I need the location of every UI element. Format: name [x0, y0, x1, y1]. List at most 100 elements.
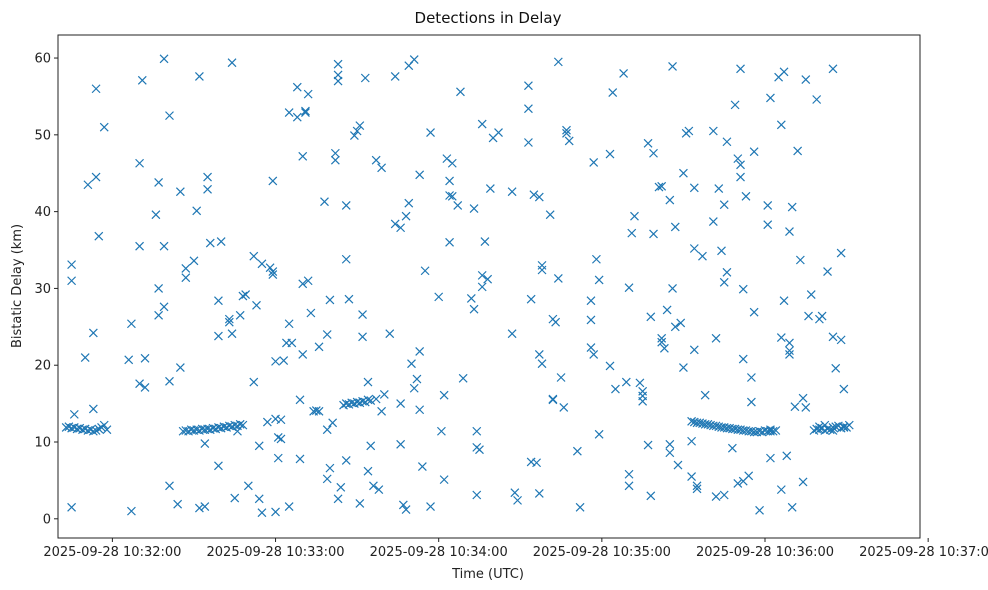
scatter-point [708, 217, 718, 227]
scatter-point [793, 146, 803, 156]
scatter-point [325, 463, 335, 473]
scatter-point [205, 238, 215, 248]
scatter-point [426, 128, 435, 137]
scatter-point [749, 147, 759, 157]
scatter-point [417, 462, 427, 472]
scatter-point [657, 181, 667, 191]
scatter-point [738, 284, 748, 294]
scatter-point [526, 294, 536, 304]
scatter-point [268, 267, 278, 276]
scatter-point [154, 178, 164, 187]
scatter-point [159, 302, 169, 312]
scatter-point [273, 432, 283, 442]
scatter-point [749, 307, 759, 317]
scatter-point [741, 191, 751, 201]
scatter-point [352, 126, 362, 136]
scatter-point [91, 172, 101, 182]
scatter-point [513, 495, 522, 505]
scatter-point [325, 295, 335, 305]
scatter-point [404, 198, 414, 208]
scatter-point [233, 426, 242, 436]
scatter-point [458, 373, 468, 383]
scatter-point [165, 376, 174, 386]
scatter-point [673, 460, 683, 470]
scatter-point [687, 436, 697, 446]
scatter-point [409, 55, 419, 64]
scatter-point [624, 283, 634, 293]
scatter-point [126, 506, 136, 516]
scatter-point [670, 222, 680, 232]
scatter-point [336, 482, 346, 492]
scatter-point [657, 337, 667, 347]
scatter-point [276, 434, 286, 444]
scatter-point [823, 424, 832, 434]
scatter-point [844, 420, 854, 430]
scatter-point [322, 474, 332, 484]
scatter-point [192, 206, 202, 216]
scatter-point [415, 170, 425, 180]
scatter-point [292, 112, 302, 122]
y-tick-label: 20 [34, 359, 51, 374]
scatter-point [241, 290, 251, 299]
scatter-point [173, 499, 183, 509]
scatter-point [776, 333, 786, 342]
scatter-point [333, 59, 343, 69]
scatter-point [736, 172, 745, 182]
scatter-point [436, 426, 446, 436]
scatter-point [692, 481, 702, 491]
scatter-point [390, 219, 400, 229]
scatter-point [445, 237, 454, 247]
scatter-point [812, 95, 822, 104]
scatter-point [586, 296, 596, 306]
scatter-point [257, 259, 267, 269]
scatter-point [469, 204, 479, 213]
scatter-point [679, 363, 688, 372]
scatter-point [785, 227, 794, 237]
scatter-point [165, 481, 174, 491]
scatter-point [415, 405, 425, 415]
scatter-point [341, 456, 351, 465]
scatter-point [727, 443, 737, 453]
scatter-point [722, 267, 732, 277]
scatter-point [358, 396, 367, 406]
scatter-point [766, 426, 775, 436]
scatter-point [801, 75, 811, 84]
scatter-point [524, 138, 533, 147]
scatter-point [330, 148, 340, 158]
scatter-point [480, 237, 490, 247]
scatter-point [787, 202, 797, 212]
x-tick-label: 2025-09-28 10:32:00 [43, 545, 181, 560]
scatter-point [398, 500, 408, 510]
scatter-point [358, 310, 367, 319]
scatter-point [306, 308, 316, 318]
scatter-point [798, 477, 808, 487]
scatter-point [831, 422, 841, 432]
scatter-point [194, 72, 204, 81]
scatter-point [689, 244, 699, 253]
y-tick-label: 50 [34, 128, 51, 143]
scatter-point [746, 373, 756, 382]
scatter-point [379, 389, 389, 399]
scatter-point [330, 155, 340, 165]
scatter-point [88, 328, 98, 338]
scatter-point [662, 305, 672, 315]
scatter-point [638, 386, 648, 396]
scatter-point [401, 505, 411, 515]
scatter-point [268, 176, 278, 186]
scatter-point [371, 394, 381, 404]
scatter-point [224, 314, 234, 324]
scatter-point [83, 180, 93, 190]
scatter-point [605, 361, 615, 371]
scatter-point [396, 439, 406, 449]
scatter-point [507, 329, 517, 339]
scatter-point [292, 82, 302, 92]
scatter-point [396, 399, 406, 409]
scatter-point [135, 158, 145, 168]
scatter-point [646, 491, 656, 501]
scatter-point [235, 419, 245, 429]
scatter-point [262, 417, 272, 427]
scatter-point [265, 263, 275, 273]
scatter-point [586, 343, 596, 352]
scatter-point [268, 270, 278, 280]
